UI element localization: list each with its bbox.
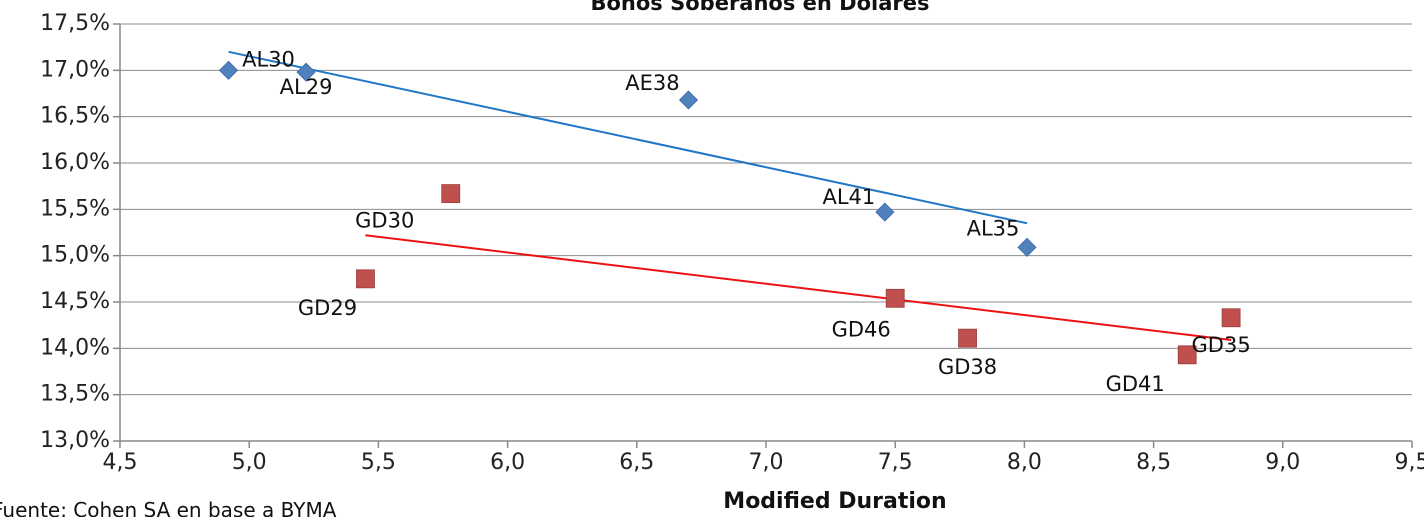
y-axis-ticks: 13,0% 13,5% 14,0% 14,5% 15,0% 15,5% 16,0% 16,5%… [40,11,120,453]
point-gd29 [356,269,375,289]
y-tick-label: 17,0% [40,57,110,82]
x-axis-label: Modified Duration [723,489,946,514]
y-tick-label: 13,5% [40,382,110,407]
source-note: Fuente: Cohen SA en base a BYMA [0,498,337,517]
point-al30 [218,60,239,80]
point-label-gd38: GD38 [938,355,997,379]
x-tick-label: 5,5 [361,450,396,475]
trendline-0 [228,50,1028,225]
point-gd46 [885,288,905,308]
point-ae38 [678,90,699,110]
x-tick-label: 6,5 [619,450,654,475]
point-label-gd30: GD30 [355,209,414,233]
point-al41 [875,202,895,222]
point-gd30 [441,184,461,203]
chart-title: Bonos Soberanos en Dólares [591,0,930,15]
point-label-ae38: AE38 [625,71,679,95]
y-tick-label: 16,0% [40,150,110,175]
x-tick-label: 7,5 [878,450,913,475]
point-label-gd35: GD35 [1192,333,1251,357]
y-tick-label: 17,5% [40,11,110,36]
y-tick-label: 15,0% [40,243,110,268]
y-tick-label: 15,5% [40,196,110,221]
x-tick-label: 9,5 [1395,450,1424,475]
data-points [218,60,1241,365]
x-tick-label: 7,0 [749,450,784,475]
trendlines [228,50,1232,341]
x-axis-ticks: 4,5 5,0 5,5 6,0 6,5 7,0 7,5 8,0 8,5 9,0 9,5 [103,441,1424,475]
y-tick-label: 14,0% [40,335,110,360]
point-gd35 [1221,308,1241,328]
point-gd41 [1177,345,1197,365]
point-label-al30: AL30 [242,47,295,71]
trendline-1 [365,234,1232,341]
y-tick-label: 13,0% [40,428,110,453]
x-tick-label: 6,0 [490,450,525,475]
point-gd38 [958,328,977,348]
x-tick-label: 8,5 [1136,450,1171,475]
y-tick-label: 14,5% [40,289,110,314]
x-tick-label: 9,0 [1265,450,1300,475]
gridlines [120,23,1412,442]
point-label-gd46: GD46 [832,317,891,341]
point-label-al35: AL35 [967,216,1020,240]
point-label-al29: AL29 [280,75,333,99]
point-label-al41: AL41 [822,185,875,209]
y-tick-label: 16,5% [40,104,110,129]
point-al35 [1017,237,1037,257]
point-label-gd29: GD29 [298,296,357,320]
x-tick-label: 4,5 [103,450,138,475]
x-tick-label: 5,0 [232,450,267,475]
x-tick-label: 8,0 [1007,450,1042,475]
point-label-gd41: GD41 [1106,372,1165,396]
point-al29 [296,62,316,82]
point-labels: AL30 AL29 AE38 AL41 AL35 GD30 GD29 GD46 GD38 GD41… [242,47,1251,395]
